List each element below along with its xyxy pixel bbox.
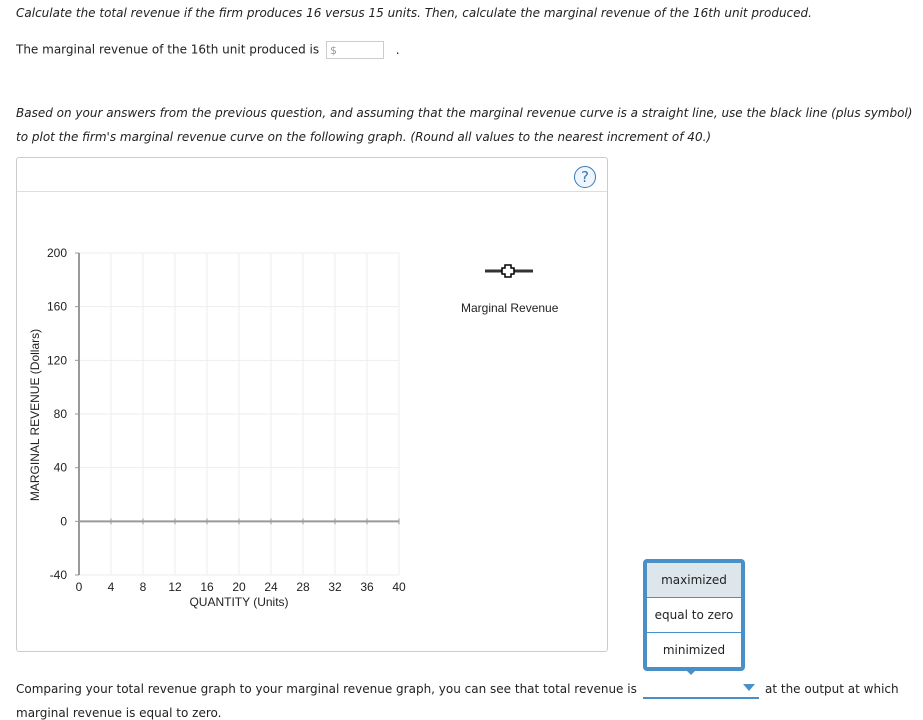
x-axis-label: QUANTITY (Units) xyxy=(189,595,288,609)
graph-panel: ? xyxy=(16,157,608,652)
y-tick-label: 160 xyxy=(47,300,67,314)
y-tick-label: -40 xyxy=(50,568,68,582)
x-tick-label: 4 xyxy=(108,580,115,594)
x-tick-label: 12 xyxy=(168,580,182,594)
legend-marginal-revenue-tool[interactable] xyxy=(485,264,533,278)
total-revenue-select[interactable] xyxy=(643,680,759,699)
y-tick-label: 80 xyxy=(54,407,68,421)
mr-suffix: . xyxy=(395,42,400,57)
x-tick-label: 20 xyxy=(232,580,246,594)
mr-prefix: The marginal revenue of the 16th unit pr… xyxy=(16,42,320,57)
x-tick-label: 8 xyxy=(140,580,147,594)
question-2-line-1: Based on your answers from the previous … xyxy=(16,106,913,120)
panel-header-divider xyxy=(17,191,607,192)
x-tick-label: 0 xyxy=(76,580,83,594)
y-tick-label: 200 xyxy=(47,246,67,260)
option-equal-to-zero[interactable]: equal to zero xyxy=(647,597,741,632)
question-1-text: Calculate the total revenue if the firm … xyxy=(16,6,812,20)
dropdown-menu[interactable]: maximized equal to zero minimized xyxy=(643,559,745,671)
plus-icon xyxy=(501,264,515,278)
chevron-down-icon xyxy=(743,684,755,691)
dropdown-pointer xyxy=(683,667,699,675)
marginal-revenue-question: The marginal revenue of the 16th unit pr… xyxy=(16,41,400,59)
question-3-text: Comparing your total revenue graph to yo… xyxy=(16,682,637,696)
x-tick-label: 40 xyxy=(392,580,406,594)
question-2-line-2: to plot the firm's marginal revenue curv… xyxy=(16,130,712,144)
y-tick-label: 0 xyxy=(60,514,67,528)
x-tick-label: 36 xyxy=(360,580,374,594)
y-axis-label: MARGINAL REVENUE (Dollars) xyxy=(28,329,42,501)
x-tick-label: 28 xyxy=(296,580,310,594)
help-icon[interactable]: ? xyxy=(574,166,596,188)
option-maximized[interactable]: maximized xyxy=(647,563,741,597)
question-3-continuation: marginal revenue is equal to zero. xyxy=(16,706,222,720)
x-tick-label: 32 xyxy=(328,580,342,594)
y-tick-label: 40 xyxy=(54,461,68,475)
question-2-text: Based on your answers from the previous … xyxy=(16,101,912,149)
legend-label: Marginal Revenue xyxy=(461,301,559,315)
x-tick-label: 16 xyxy=(200,580,214,594)
option-minimized[interactable]: minimized xyxy=(647,632,741,667)
question-3-suffix: at the output at which xyxy=(765,682,899,696)
y-tick-label: 120 xyxy=(47,353,67,367)
marginal-revenue-input[interactable]: $ xyxy=(325,41,384,59)
x-tick-label: 24 xyxy=(264,580,278,594)
